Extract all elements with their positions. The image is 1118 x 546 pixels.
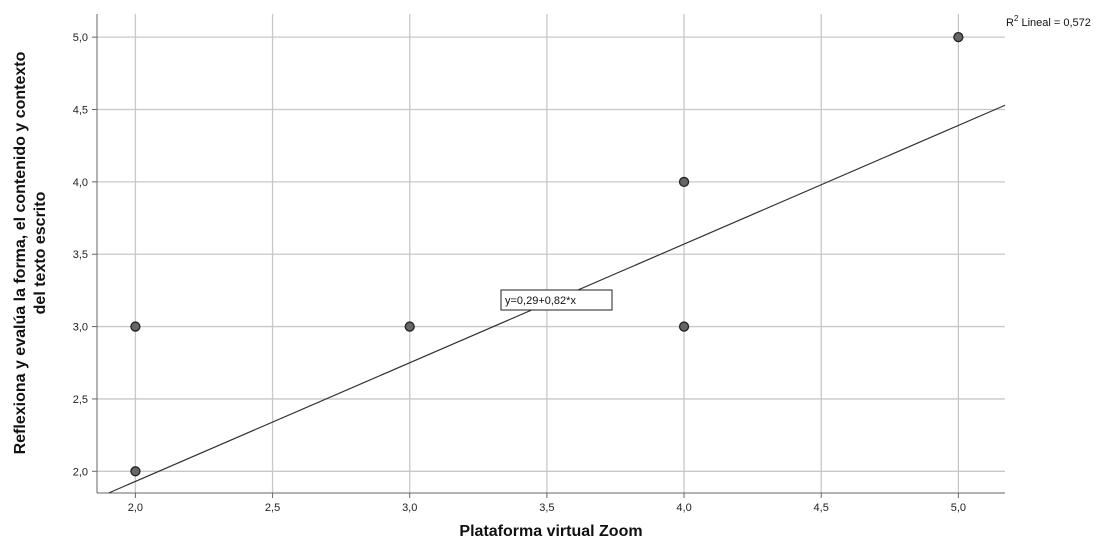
y-axis-title-line-2: del texto escrito	[32, 191, 49, 314]
x-axis-title: Plataforma virtual Zoom	[459, 523, 642, 540]
y-tick-labels: 2,0 2,5 3,0 3,5 4,0 4,5 5,0	[73, 32, 97, 478]
x-tick-label-4: 4,0	[676, 502, 691, 514]
axes-layer	[96, 14, 1005, 494]
equation-label: y=0,29+0,82*x	[505, 295, 576, 307]
x-tick-label-5: 4,5	[814, 502, 829, 514]
data-point-3	[678, 176, 690, 188]
equation-box: y=0,29+0,82*x	[500, 289, 613, 311]
x-tick-labels: 2,0 2,5 3,0 3,5 4,0 4,5 5,0	[128, 493, 966, 514]
y-axis-title-line-1: Reflexiona y evalúa la forma, el conteni…	[12, 51, 29, 454]
data-point-5	[953, 32, 964, 43]
y-tick-label-3: 3,5	[73, 249, 88, 261]
x-tick-label-6: 5,0	[951, 502, 966, 514]
data-point-0	[130, 321, 141, 332]
r-squared-prefix: R	[1006, 17, 1014, 29]
x-tick-label-0: 2,0	[128, 502, 143, 514]
y-tick-label-2: 3,0	[73, 322, 88, 334]
points-layer	[130, 32, 964, 477]
x-tick-label-2: 3,0	[402, 502, 417, 514]
equation-box-border	[500, 289, 613, 311]
grid-layer	[97, 14, 1005, 493]
data-point-1	[130, 466, 141, 477]
data-point-2	[404, 321, 415, 332]
data-point-4	[678, 321, 690, 332]
x-tick-label-1: 2,5	[265, 502, 280, 514]
y-tick-label-0: 2,0	[73, 466, 88, 478]
r-squared-superscript: 2	[1014, 14, 1019, 23]
x-tick-label-3: 3,5	[539, 502, 554, 514]
r-squared-value: Lineal = 0,572	[1018, 17, 1090, 29]
y-tick-label-5: 4,5	[73, 105, 88, 117]
y-tick-label-6: 5,0	[73, 32, 88, 44]
y-axis-title: Reflexiona y evalúa la forma, el conteni…	[12, 51, 49, 454]
y-tick-label-4: 4,0	[73, 177, 88, 189]
r-squared-label: R2 Lineal = 0,572	[1006, 14, 1091, 29]
y-tick-label-1: 2,5	[73, 394, 88, 406]
